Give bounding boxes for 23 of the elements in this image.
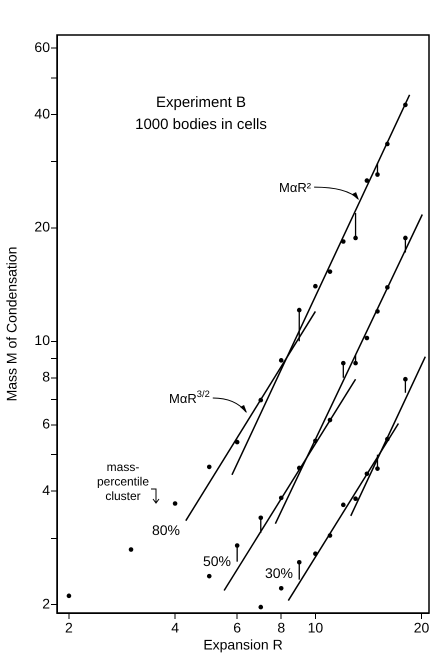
- x-tick-label: 6: [233, 619, 242, 636]
- series-label: 80%: [152, 522, 180, 538]
- y-tick-label: 40: [34, 105, 50, 122]
- x-axis-title: Expansion R: [203, 636, 283, 652]
- y-tick-label: 6: [42, 416, 50, 432]
- annotation: 1000 bodies in cells: [135, 116, 267, 133]
- y-tick-label: 2: [42, 595, 50, 612]
- x-tick-label: 10: [308, 619, 324, 636]
- y-tick-label: 20: [34, 218, 50, 235]
- y-tick-label: 4: [42, 482, 50, 498]
- y-tick-label: 8: [42, 368, 50, 385]
- annotation: mass-percentile cluster: [96, 460, 150, 503]
- y-axis-title: Mass M of Condensation: [3, 246, 20, 402]
- x-tick-label: 8: [277, 619, 286, 636]
- y-tick-label: 60: [34, 38, 50, 55]
- series-label: 30%: [264, 565, 294, 581]
- series-label: 50%: [202, 553, 232, 569]
- x-tick-label: 20: [414, 619, 430, 636]
- annotation: Experiment B: [156, 94, 246, 111]
- y-tick-label: 10: [34, 332, 50, 348]
- x-tick-label: 2: [65, 619, 74, 636]
- x-tick-label: 4: [171, 619, 180, 636]
- annotation: MαR²: [279, 180, 312, 196]
